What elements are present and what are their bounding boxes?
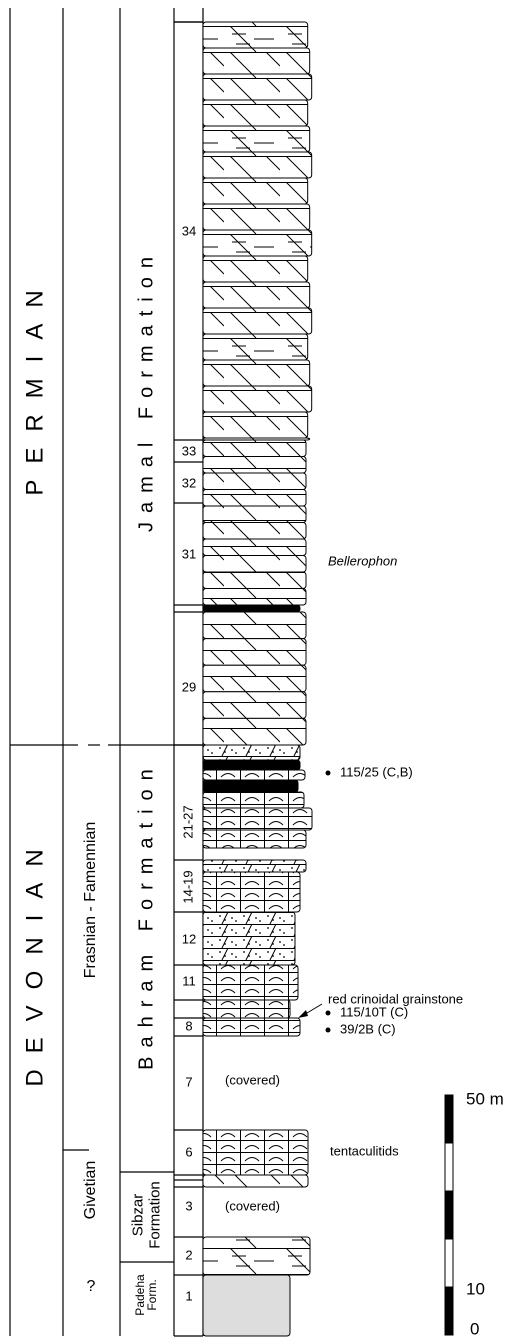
unit-label: 2 bbox=[185, 1247, 192, 1262]
bed bbox=[203, 770, 305, 780]
bed bbox=[203, 605, 300, 612]
sample-label: 115/10T (C) bbox=[340, 1004, 408, 1019]
bed bbox=[203, 360, 310, 386]
lithology-column bbox=[203, 22, 453, 1336]
bed bbox=[203, 665, 306, 692]
system-label: PERMIAN bbox=[21, 274, 48, 495]
bed bbox=[203, 457, 306, 474]
arrow-head bbox=[298, 1010, 308, 1018]
unit-label: 14-19 bbox=[180, 870, 195, 903]
bed bbox=[203, 1237, 310, 1275]
formation-label: Bahram Formation bbox=[135, 760, 157, 1070]
bed bbox=[203, 126, 310, 152]
bed bbox=[203, 74, 312, 100]
bed bbox=[203, 572, 306, 589]
unit-label: 6 bbox=[185, 1144, 192, 1159]
formation-label: Form. bbox=[145, 1279, 159, 1310]
scale-label: 0 bbox=[470, 1319, 479, 1338]
unit-label: 11 bbox=[182, 973, 196, 988]
bed bbox=[203, 473, 306, 490]
unit-label: 32 bbox=[182, 475, 196, 490]
bed bbox=[203, 440, 306, 457]
formation-label: Jamal Formation bbox=[135, 248, 157, 532]
bed bbox=[203, 1000, 290, 1018]
formation-label: Sibzar bbox=[129, 1194, 146, 1237]
bed bbox=[203, 230, 312, 256]
bed bbox=[203, 612, 306, 639]
stage-label: ? bbox=[87, 1278, 96, 1295]
covered-label: (covered) bbox=[225, 1198, 280, 1213]
bed bbox=[203, 204, 310, 230]
bed bbox=[203, 830, 306, 848]
unit-label: 7 bbox=[185, 1074, 192, 1089]
sample-dot bbox=[326, 1011, 331, 1016]
formation-label: Formation bbox=[146, 1181, 163, 1249]
bed bbox=[203, 256, 308, 282]
bed bbox=[203, 308, 312, 334]
unit-label: 29 bbox=[182, 679, 196, 694]
bed bbox=[203, 523, 306, 540]
bed bbox=[203, 589, 306, 606]
bed bbox=[203, 490, 306, 507]
bed bbox=[203, 792, 304, 808]
unit-label: 21-27 bbox=[180, 805, 195, 838]
scale-segment bbox=[445, 1287, 453, 1335]
unit-label: 33 bbox=[182, 443, 196, 458]
bed bbox=[203, 872, 300, 912]
unit-label: 31 bbox=[182, 546, 196, 561]
bed bbox=[203, 152, 312, 178]
stage-label: Givetian bbox=[82, 1161, 99, 1220]
scale-label: 10 bbox=[466, 1279, 485, 1298]
bed bbox=[203, 412, 308, 438]
bed bbox=[203, 639, 306, 666]
bed bbox=[203, 1275, 290, 1336]
bed bbox=[203, 1018, 300, 1036]
bed bbox=[203, 334, 308, 360]
bed bbox=[203, 556, 306, 573]
covered-label: (covered) bbox=[225, 1072, 280, 1087]
unit-label: 12 bbox=[182, 931, 196, 946]
bed bbox=[203, 48, 310, 74]
bed bbox=[203, 718, 306, 745]
fossil-name: tentaculitids bbox=[330, 1143, 399, 1158]
bed bbox=[203, 912, 295, 965]
frame bbox=[10, 8, 203, 1336]
bed bbox=[203, 282, 310, 308]
bed bbox=[203, 860, 306, 872]
bed bbox=[203, 539, 306, 556]
stage-label: Frasnian - Famennian bbox=[82, 822, 99, 979]
bed bbox=[203, 100, 308, 126]
bed bbox=[203, 745, 300, 760]
unit-label: 34 bbox=[182, 223, 196, 238]
sample-dot bbox=[326, 771, 331, 776]
bed bbox=[203, 506, 306, 523]
bed bbox=[203, 1130, 308, 1175]
sample-dot bbox=[326, 1028, 331, 1033]
scale-segment bbox=[445, 1239, 453, 1287]
bed bbox=[203, 178, 308, 204]
scale-segment bbox=[445, 1191, 453, 1239]
bed bbox=[203, 386, 312, 412]
sample-label: 115/25 (C,B) bbox=[340, 764, 413, 779]
bed bbox=[203, 692, 306, 719]
unit-label: 8 bbox=[185, 1018, 192, 1033]
bed bbox=[203, 22, 308, 48]
system-label: DEVONIAN bbox=[21, 833, 48, 1086]
stratigraphic-column: 343332312921-2714-191211876321PERMIANDEV… bbox=[0, 0, 519, 1338]
bed bbox=[203, 780, 298, 792]
bed bbox=[203, 965, 298, 1000]
unit-label: 1 bbox=[185, 1288, 192, 1303]
fossil-name: Bellerophon bbox=[328, 553, 397, 568]
scale-segment bbox=[445, 1095, 453, 1143]
scale-segment bbox=[445, 1143, 453, 1191]
unit-label: 3 bbox=[185, 1198, 192, 1213]
bed bbox=[203, 760, 300, 770]
scale-label: 50 m bbox=[466, 1089, 504, 1108]
sample-label: 39/2B (C) bbox=[340, 1021, 396, 1036]
bed bbox=[203, 808, 312, 830]
bed bbox=[203, 1175, 308, 1187]
